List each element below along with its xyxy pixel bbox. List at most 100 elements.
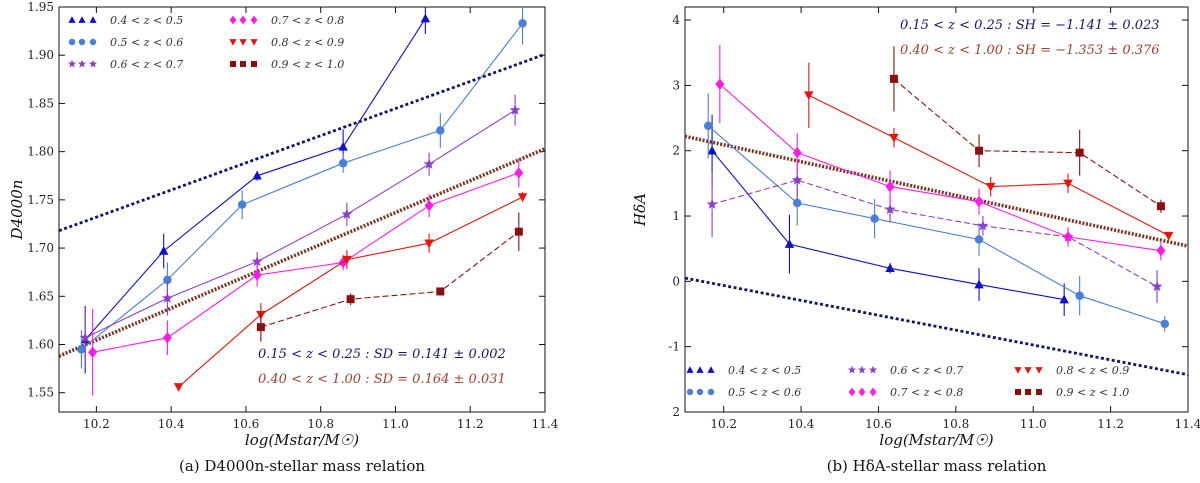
data-point: [792, 198, 802, 208]
data-point: [1059, 294, 1069, 304]
y-tick-label: 2: [672, 144, 680, 158]
figure-caption: (a) D4000n-stellar mass relation: [179, 457, 425, 475]
legend-marker: [707, 366, 715, 373]
legend-marker: [78, 16, 86, 23]
legend-marker: [1014, 367, 1022, 374]
y-axis-label: HδA: [631, 193, 649, 227]
y-tick-label: 1.70: [27, 241, 54, 255]
series-line: [260, 231, 520, 328]
legend-marker: [848, 387, 856, 397]
series-line: [711, 150, 1065, 301]
series-line: [707, 125, 1165, 325]
legend-label: 0.6 < z < 0.7: [110, 58, 183, 71]
data-point: [703, 121, 713, 131]
data-point: [161, 292, 173, 303]
x-tick-label: 10.2: [710, 417, 737, 431]
legend-marker: [68, 38, 76, 46]
legend-marker: [77, 59, 87, 68]
series-5: [256, 212, 523, 342]
plot-frame: [684, 6, 1189, 413]
x-tick-label: 10.8: [307, 417, 334, 431]
fit-annotation: 0.15 < z < 0.25 : SD = 0.141 ± 0.002: [258, 347, 506, 362]
data-point: [885, 180, 895, 193]
data-point: [436, 287, 445, 296]
data-point: [88, 346, 98, 358]
data-point: [173, 383, 184, 392]
y-tick-label: 1.90: [27, 48, 54, 62]
plot-area: [685, 44, 1188, 377]
data-point: [974, 279, 984, 289]
data-point: [237, 200, 247, 209]
data-point: [346, 295, 355, 304]
y-tick-label: 0: [672, 274, 680, 288]
data-point: [517, 193, 528, 202]
data-point: [338, 141, 348, 151]
y-tick-label: 1.80: [27, 145, 54, 159]
x-axis-label: log(Mstar/M☉): [879, 431, 993, 449]
data-point: [514, 227, 523, 236]
legend-marker: [857, 365, 867, 374]
x-tick-label: 11.2: [457, 417, 484, 431]
legend-label: 0.9 < z < 1.0: [271, 58, 344, 71]
plot-frame: [58, 6, 546, 413]
y-tick-label: 1.85: [27, 96, 54, 110]
data-point: [885, 263, 895, 273]
data-point: [975, 146, 984, 155]
x-tick-label: 11.4: [1175, 417, 1200, 431]
series-line: [81, 23, 524, 350]
data-point: [1151, 280, 1163, 292]
fit-annotation: 0.40 < z < 1.00 : SD = 0.164 ± 0.031: [258, 372, 506, 387]
data-point: [158, 245, 169, 255]
fit-annotation: 0.15 < z < 0.25 : SH = −1.141 ± 0.023: [900, 18, 1160, 33]
data-point: [338, 158, 348, 168]
legend-label: 0.5 < z < 0.6: [728, 386, 801, 399]
data-point: [342, 255, 352, 265]
data-point: [1156, 244, 1166, 257]
y-tick-label: 2: [672, 405, 680, 419]
legend-marker: [1014, 388, 1022, 396]
data-point: [1160, 319, 1170, 329]
legend-marker: [250, 60, 258, 68]
y-tick-label: 1: [672, 209, 680, 223]
legend-marker: [239, 39, 247, 46]
legend-marker: [707, 388, 715, 396]
legend-label: 0.8 < z < 0.9: [271, 36, 344, 49]
data-point: [423, 158, 435, 169]
plot-area: [59, 7, 545, 396]
legend-marker: [250, 15, 258, 25]
legend-marker: [89, 16, 97, 23]
legend-marker: [229, 39, 237, 46]
data-point: [985, 182, 996, 192]
fit-line-low-z: [685, 276, 1188, 377]
series-5: [889, 46, 1165, 213]
panel-d4000-chart: 10.2 10.4 10.6 10.8 11.0 11.2 11.4 1.55 1.60 1.65…: [0, 0, 600, 479]
data-point: [514, 167, 524, 179]
data-point: [715, 78, 725, 90]
legend-marker: [1024, 388, 1032, 396]
y-tick-label: 4: [672, 13, 680, 27]
legend-marker: [229, 60, 237, 68]
series-3: [88, 158, 524, 396]
series-line: [893, 78, 1162, 207]
d4000-chart-svg: 10.2 10.4 10.6 10.8 11.0 11.2 11.4 1.55 1.60 1.65…: [8, 0, 559, 475]
legend-marker: [89, 38, 97, 46]
fit-annotation: 0.40 < z < 1.00 : SH = −1.353 ± 0.376: [900, 43, 1160, 58]
data-point: [509, 104, 521, 115]
legend-label: 0.8 < z < 0.9: [1056, 364, 1129, 377]
legend-marker: [250, 39, 258, 46]
data-point: [77, 345, 86, 354]
legend-marker: [696, 366, 704, 373]
legend-marker: [1035, 367, 1043, 374]
legend-marker: [239, 15, 247, 25]
series-line: [719, 83, 1161, 252]
data-point: [791, 174, 803, 185]
data-point: [792, 146, 802, 159]
legend-marker: [686, 366, 694, 373]
x-tick-label: 10.2: [83, 417, 110, 431]
data-point: [162, 332, 172, 344]
y-tick-label: -1: [668, 340, 680, 354]
legend-label: 0.7 < z < 0.8: [271, 14, 344, 27]
data-point: [974, 235, 984, 244]
legend-label: 0.9 < z < 1.0: [1056, 386, 1129, 399]
data-point: [870, 214, 879, 223]
